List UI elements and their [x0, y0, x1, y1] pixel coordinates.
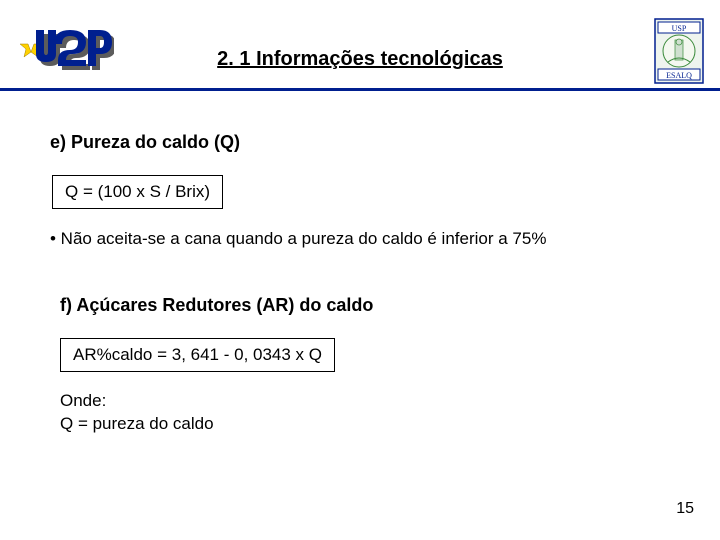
onde-definition: Q = pureza do caldo	[60, 414, 214, 433]
esalq-top-label: USP	[672, 24, 687, 33]
esalq-logo: USP ESALQ	[654, 18, 704, 89]
section-f-heading: f) Açúcares Redutores (AR) do caldo	[60, 295, 670, 316]
header-divider	[0, 88, 720, 91]
section-e-heading: e) Pureza do caldo (Q)	[50, 132, 670, 153]
onde-label: Onde:	[60, 391, 106, 410]
esalq-bottom-label: ESALQ	[666, 71, 692, 80]
slide-header: 2. 1 Informações tecnológicas USP ESALQ	[0, 0, 720, 90]
slide-content: e) Pureza do caldo (Q) Q = (100 x S / Br…	[0, 110, 720, 436]
slide-title: 2. 1 Informações tecnológicas	[217, 48, 503, 71]
formula-ar: AR%caldo = 3, 641 - 0, 0343 x Q	[60, 338, 335, 372]
section-e-bullet: • Não aceita-se a cana quando a pureza d…	[50, 229, 670, 249]
onde-block: Onde: Q = pureza do caldo	[60, 390, 670, 436]
usp-logo	[18, 22, 114, 79]
formula-q: Q = (100 x S / Brix)	[52, 175, 223, 209]
page-number: 15	[676, 500, 694, 518]
